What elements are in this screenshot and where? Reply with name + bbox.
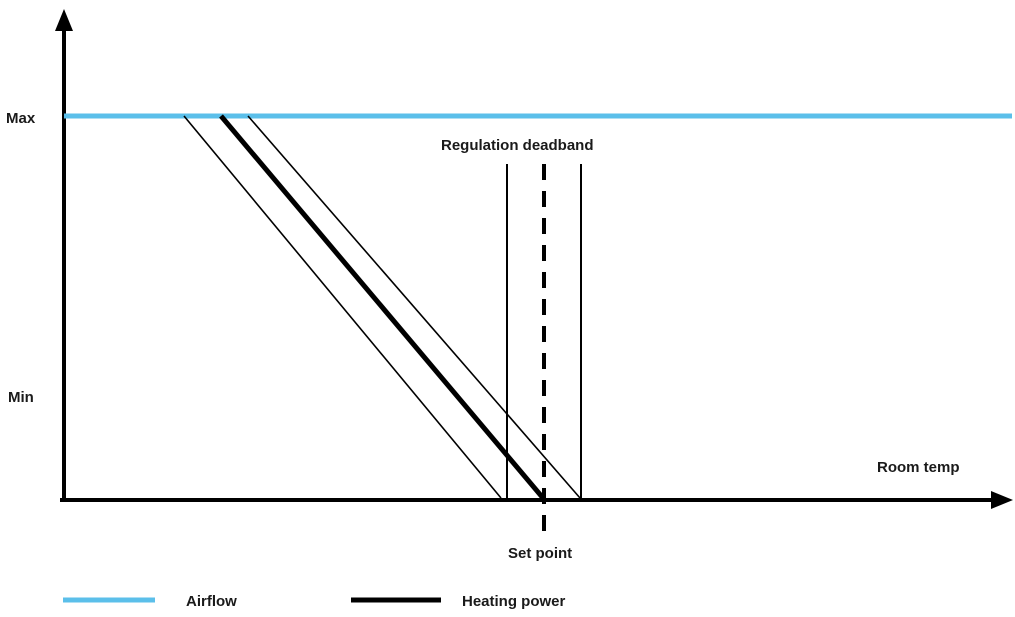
y-max-label: Max [6, 110, 36, 127]
legend-airflow-label: Airflow [186, 593, 237, 610]
x-axis-arrow [991, 491, 1013, 509]
legend-heating-label: Heating power [462, 593, 566, 610]
y-axis-arrow [55, 9, 73, 31]
heating-band-lower-line [183, 115, 502, 499]
y-min-label: Min [8, 389, 34, 406]
heating-band-upper-line [247, 115, 581, 499]
x-axis-label: Room temp [877, 459, 960, 476]
deadband-label: Regulation deadband [441, 137, 594, 154]
heating-power-line [219, 114, 545, 500]
setpoint-label: Set point [508, 545, 572, 562]
legend: Airflow Heating power [63, 593, 566, 610]
